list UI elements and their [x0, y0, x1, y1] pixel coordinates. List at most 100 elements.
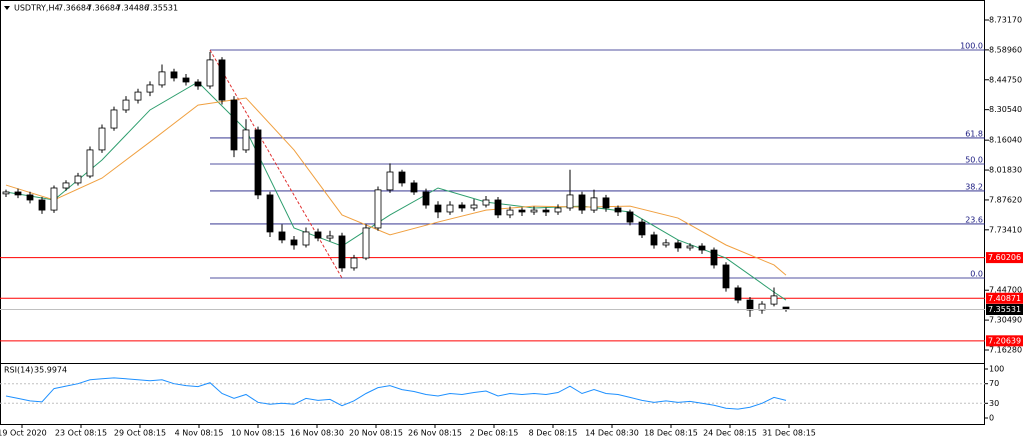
time-label: 31 Dec 08:15 — [762, 429, 816, 438]
candle-body — [290, 239, 298, 246]
candle-body — [170, 71, 178, 79]
candle-body — [518, 209, 526, 213]
candle-body — [566, 194, 574, 209]
candle-body — [314, 231, 322, 239]
candle-body — [494, 199, 502, 216]
candle-body — [110, 109, 118, 129]
level-label: 7.60206 — [988, 253, 1021, 262]
candle-body — [218, 59, 226, 101]
time-label: 26 Nov 08:15 — [408, 429, 462, 438]
candle-body — [710, 249, 718, 266]
candle-body — [602, 197, 610, 209]
candle-body — [530, 209, 538, 213]
candle-body — [362, 227, 370, 259]
y-tick-label: 7.44700 — [989, 286, 1022, 295]
time-label: 18 Dec 08:15 — [644, 429, 698, 438]
candle-body — [182, 77, 190, 83]
candle-body — [326, 235, 334, 239]
time-label: 20 Nov 08:15 — [349, 429, 403, 438]
candle-body — [374, 189, 382, 229]
fibo-label: 50.0 — [965, 156, 983, 165]
candle-body — [134, 91, 142, 101]
candle-body — [554, 207, 562, 213]
fibo-label: 23.6 — [965, 215, 983, 224]
candle-body — [662, 242, 670, 246]
candle-body — [746, 299, 754, 311]
open: 7.36684 — [58, 4, 91, 13]
candle-body — [98, 127, 106, 151]
price-label: 7.35531 — [988, 305, 1021, 314]
time-label: 16 Nov 08:30 — [290, 429, 344, 438]
candle-body — [302, 231, 310, 246]
time-label: 8 Dec 08:15 — [529, 429, 578, 438]
time-label: 29 Oct 08:15 — [114, 429, 166, 438]
fibo-label: 100.0 — [960, 42, 983, 51]
candle-body — [158, 71, 166, 86]
high: 7.36684 — [87, 4, 120, 13]
candle-body — [38, 199, 46, 211]
rsi-tick-label: 70 — [989, 379, 999, 388]
candle-body — [590, 197, 598, 211]
candle-body — [74, 175, 82, 184]
candle-body — [398, 171, 406, 184]
candle-body — [446, 204, 454, 213]
level-box — [986, 292, 1023, 304]
candle-body — [650, 234, 658, 246]
candle-body — [434, 204, 442, 213]
y-tick-label: 8.16040 — [989, 136, 1022, 145]
candle-body — [350, 257, 358, 269]
y-tick-label: 7.16280 — [989, 345, 1022, 354]
rsi-tick-label: 100 — [989, 365, 1004, 374]
candle-body — [254, 129, 262, 196]
candle-body — [266, 194, 274, 233]
candle-body — [578, 194, 586, 211]
candle-body — [50, 187, 58, 211]
candle-body — [206, 59, 214, 87]
level-label: 7.40871 — [988, 294, 1021, 303]
moving-average — [5, 97, 787, 276]
candle-body — [410, 182, 418, 193]
candle-body — [230, 99, 238, 151]
rsi-line — [5, 377, 787, 410]
candle-body — [542, 209, 550, 213]
y-tick-label: 8.01830 — [989, 166, 1022, 175]
candle-body — [422, 191, 430, 206]
candle-body — [470, 204, 478, 209]
symbol: USDTRY,H4 — [14, 4, 60, 13]
rsi-tick-label: 30 — [989, 399, 999, 408]
candle-body — [2, 191, 10, 195]
candle-body — [386, 171, 394, 191]
menu-arrow — [4, 6, 10, 10]
y-tick-label: 8.44750 — [989, 75, 1022, 84]
candle-body — [506, 209, 514, 216]
price-box — [986, 303, 1023, 315]
time-label: 19 Oct 2020 — [0, 429, 47, 438]
candle-body — [626, 211, 634, 223]
fibo-label: 0.0 — [970, 270, 983, 279]
candle-body — [734, 287, 742, 301]
fibo-label: 38.2 — [965, 182, 983, 191]
candle-body — [122, 99, 130, 111]
rsi-tick-label: 0 — [989, 414, 994, 423]
y-tick-label: 7.87620 — [989, 195, 1022, 204]
moving-average — [5, 81, 787, 301]
candle-body — [146, 84, 154, 93]
candle-body — [698, 245, 706, 251]
y-tick-label: 7.30490 — [989, 316, 1022, 325]
rsi-name: RSI(14) — [4, 366, 33, 375]
candle-body — [482, 199, 490, 206]
candle-body — [278, 231, 286, 241]
candle-body — [194, 81, 202, 87]
close: 7.35531 — [145, 4, 178, 13]
y-tick-label: 8.30540 — [989, 105, 1022, 114]
y-tick-label: 7.73410 — [989, 225, 1022, 234]
fibo-trendline — [209, 49, 343, 279]
candle-body — [770, 295, 778, 305]
low: 7.34486 — [116, 4, 149, 13]
rsi-value: 35.9974 — [34, 366, 67, 375]
candle-body — [638, 221, 646, 236]
candle-body — [62, 182, 70, 189]
candle-body — [674, 242, 682, 249]
candle-body — [242, 129, 250, 151]
